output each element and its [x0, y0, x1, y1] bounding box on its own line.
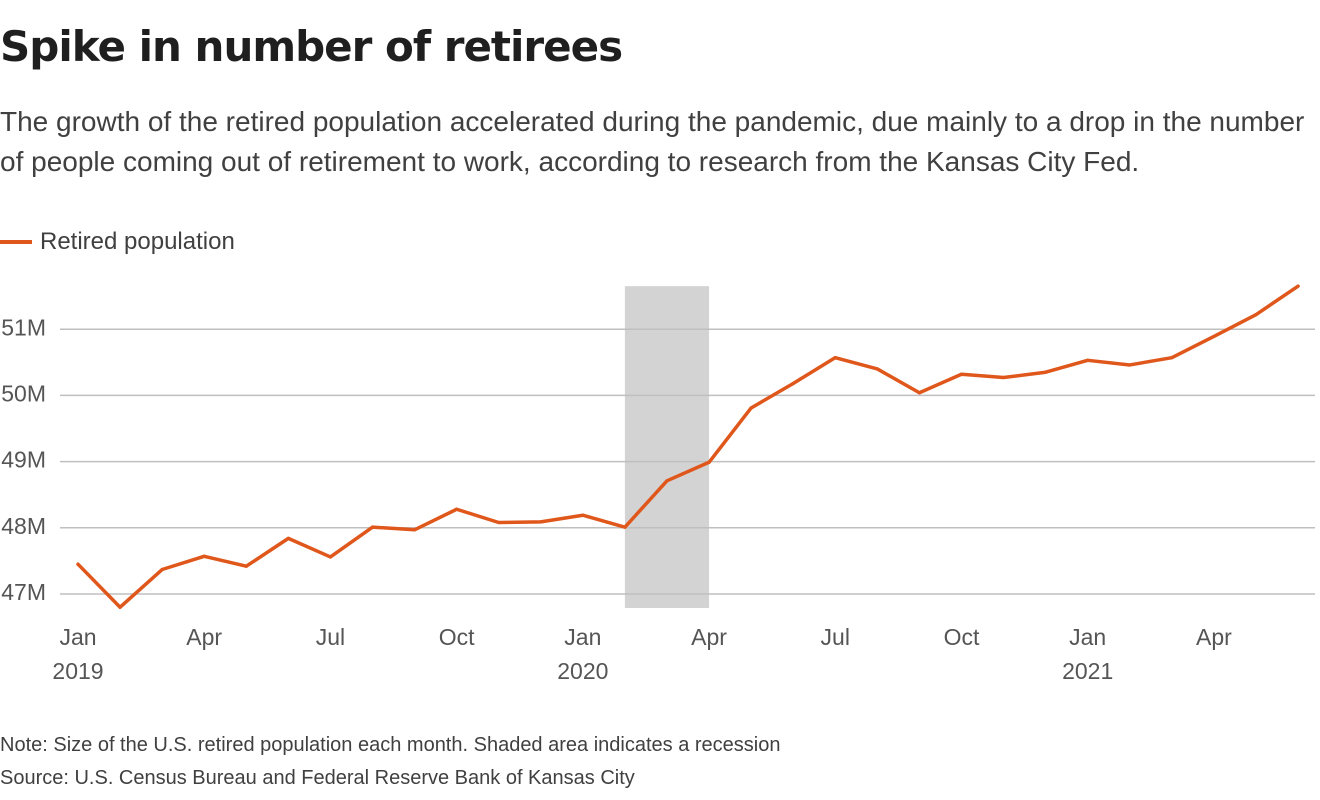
x-tick-label-9: Apr — [1196, 624, 1232, 650]
data-point-2019-04 — [202, 554, 206, 558]
data-point-2020-09 — [917, 391, 922, 395]
data-point-2020-01 — [581, 513, 585, 517]
data-point-2021-05 — [1254, 313, 1258, 317]
data-point-2019-06 — [286, 536, 290, 540]
data-point-2020-04 — [707, 460, 711, 464]
x-tick-label-4: Jan — [564, 624, 601, 650]
legend-swatch — [0, 240, 32, 244]
grid-layer — [60, 328, 1315, 595]
data-point-2020-03 — [665, 479, 669, 483]
legend: Retired population — [0, 226, 235, 258]
x-tick-year-2020: 2020 — [557, 658, 608, 684]
x-tick-label-8: Jan — [1069, 624, 1106, 650]
data-point-2019-11 — [497, 520, 501, 525]
data-point-2019-01 — [76, 562, 80, 566]
data-point-2019-12 — [539, 520, 543, 524]
data-point-2019-05 — [244, 564, 248, 568]
series-line-retired-population — [76, 284, 1300, 609]
recession-layer — [624, 286, 710, 608]
y-axis: 47M 48M 49M 50M 51M — [1, 314, 46, 605]
x-tick-label-5: Apr — [691, 624, 727, 650]
y-tick-label-48M: 48M — [1, 513, 46, 539]
chart-note: Note: Size of the U.S. retired populatio… — [0, 734, 781, 756]
data-point-2021-01 — [1086, 358, 1090, 362]
chart-source: Source: U.S. Census Bureau and Federal R… — [0, 767, 635, 789]
legend-label-retired-population: Retired population — [40, 228, 235, 255]
data-point-2019-03 — [160, 567, 164, 572]
data-point-2020-12 — [1044, 370, 1048, 374]
x-tick-year-2019: 2019 — [52, 658, 103, 684]
y-tick-label-49M: 49M — [1, 447, 46, 473]
y-tick-label-51M: 51M — [1, 314, 46, 340]
data-point-2019-08 — [370, 525, 375, 529]
x-axis: Jan 2019 Apr Jul Oct Jan 2020 Apr Jul Oct Jan 2021 A… — [52, 624, 1232, 684]
y-tick-label-50M: 50M — [1, 380, 46, 406]
x-tick-label-2: Jul — [316, 624, 345, 650]
data-point-2021-06 — [1296, 284, 1300, 288]
data-point-2020-08 — [875, 367, 879, 371]
data-point-2020-07 — [833, 356, 837, 360]
data-point-2020-11 — [1001, 375, 1006, 380]
data-point-2019-10 — [455, 507, 459, 511]
data-point-2020-02 — [623, 525, 627, 529]
x-tick-label-1: Apr — [186, 624, 222, 650]
line-chart: 47M 48M 49M 50M 51M Jan 2019 Apr Jul Oct Jan 2020 A… — [1, 284, 1315, 684]
data-point-2021-03 — [1170, 356, 1174, 360]
data-point-2021-02 — [1128, 363, 1132, 367]
data-point-2020-05 — [749, 406, 753, 410]
series-layer — [76, 284, 1300, 609]
y-tick-label-47M: 47M — [1, 579, 46, 605]
chart-subtitle: The growth of the retired population acc… — [0, 106, 1305, 177]
recession-shading — [624, 286, 710, 608]
data-point-2020-06 — [791, 381, 795, 386]
data-point-2021-04 — [1212, 334, 1216, 339]
data-point-2019-09 — [412, 528, 417, 532]
data-point-2020-10 — [959, 372, 964, 376]
x-tick-label-0: Jan — [59, 624, 96, 650]
data-point-2019-07 — [328, 555, 333, 559]
x-tick-label-6: Jul — [821, 624, 850, 650]
x-tick-label-3: Oct — [439, 624, 475, 650]
chart-title: Spike in number of retirees — [0, 22, 623, 71]
data-point-2019-02 — [118, 605, 122, 609]
x-tick-year-2021: 2021 — [1062, 658, 1113, 684]
x-tick-label-7: Oct — [944, 624, 980, 650]
